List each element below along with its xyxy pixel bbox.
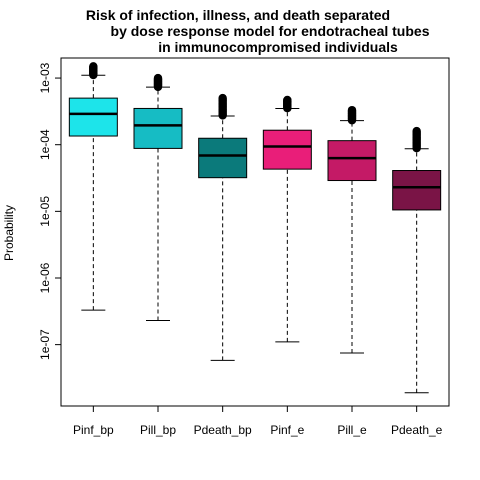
outlier-point — [218, 93, 227, 103]
plot-area: 1e-07 1e-06 1e-05 1e-04 1e-03 Pinf_bp Pill_bp P… — [38, 57, 450, 437]
y-tick-label: 1e-07 — [38, 329, 52, 360]
y-tick-label: 1e-03 — [38, 62, 52, 93]
y-tick-label: 1e-04 — [38, 129, 52, 160]
outlier-point — [283, 95, 292, 105]
y-tick-label: 1e-06 — [38, 262, 52, 293]
chart-title-line-3: in immunocompromised individuals — [158, 39, 398, 55]
outlier-point — [153, 73, 163, 83]
box-Pdeath_e — [392, 170, 442, 211]
box-Pill_e — [327, 140, 377, 182]
box-Pdeath_bp — [198, 137, 248, 179]
x-tick-label: Pinf_e — [270, 423, 304, 437]
x-tick-label: Pill_bp — [140, 423, 176, 437]
outlier-point — [89, 62, 98, 71]
outlier-point — [412, 126, 421, 136]
x-tick-label: Pinf_bp — [73, 423, 114, 437]
plot-frame — [60, 57, 450, 407]
chart-title-line-2: by dose response model for endotracheal … — [111, 23, 430, 39]
box-Pill_bp — [133, 107, 183, 149]
chart-title-line-1: Risk of infection, illness, and death se… — [86, 7, 390, 23]
x-tick-label: Pill_e — [337, 423, 367, 437]
y-axis-title: Probability — [2, 205, 16, 261]
box-Pinf_bp — [68, 97, 118, 137]
outlier-point — [347, 105, 357, 115]
y-tick-label: 1e-05 — [38, 196, 52, 227]
x-tick-label: Pdeath_e — [391, 423, 443, 437]
box-Pinf_e — [262, 129, 312, 170]
x-tick-label: Pdeath_bp — [194, 423, 252, 437]
